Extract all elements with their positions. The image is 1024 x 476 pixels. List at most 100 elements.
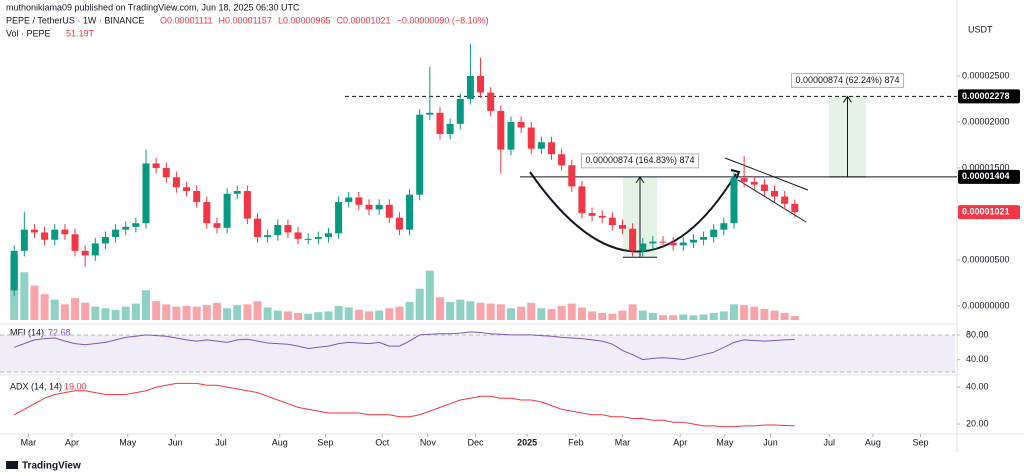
measure-arrowhead [843,95,852,103]
volume-bar [253,301,262,320]
candle-body [294,232,302,239]
candle-body [274,225,282,236]
author-line: muthonikiama09 published on TradingView.… [6,2,300,12]
candle-body [548,142,556,155]
x-tick-label: Aug [272,437,288,447]
volume-bar [324,311,333,320]
y-tick-label: 0.00000500 [962,254,1010,264]
candle-body [152,163,160,169]
volume-bar [790,315,799,320]
volume-bar [182,305,191,320]
ohlc-label: −0.00000090 (−8.10%) [397,15,489,25]
candle-body [335,202,343,234]
candle-body [426,112,434,115]
volume-bar [294,312,303,320]
candle-body [750,181,758,185]
candle-body [436,112,444,134]
volume-bar [476,302,485,320]
volume-bar [628,304,637,320]
candle-body [203,202,211,224]
y-tick-label: 40.00 [966,381,989,391]
candle-body [578,186,586,214]
candle-body [112,229,120,238]
volume-bar [304,313,313,320]
measure-label: 0.00000874 (164.83%) 874 [585,155,694,165]
candle-body [385,204,393,218]
candle-body [497,110,505,150]
candle-body [558,154,566,166]
y-tick-label: 0.00002500 [962,70,1010,80]
currency: USDT [968,24,993,34]
volume-bar [50,299,59,320]
price-label-box [958,205,1020,220]
candle-body [740,178,748,182]
volume-bar [415,288,424,320]
candle-body [183,187,191,192]
candle-body [51,229,59,240]
volume-bar [121,306,130,320]
price-label: 0.00001021 [962,206,1010,216]
volume-bar [425,270,434,320]
x-tick-label: Feb [568,437,584,447]
volume-bar [638,310,647,320]
candle-body [730,178,738,224]
x-tick-label: 2025 [517,437,537,447]
volume-bar [689,315,698,320]
volume-bar [334,305,343,320]
x-tick-label: Apr [673,437,687,447]
volume-bar [375,310,384,320]
price-label: 0.00002278 [962,91,1010,101]
candle-body [537,142,545,149]
candle-body [61,229,69,235]
candle-body [771,191,779,197]
volume-bar [172,306,181,320]
candle-body [355,197,363,205]
volume-bar [223,308,232,320]
volume-bar [466,301,475,320]
indicator-line [14,331,795,361]
candle-body [406,194,414,230]
volume-bar [517,306,526,320]
candle-body [618,225,626,229]
candle-body [233,191,241,194]
candle-body [487,92,495,111]
volume-bar [192,306,201,320]
volume-bar [314,312,323,320]
volume-bar [243,304,252,320]
volume-bar [60,304,69,320]
volume-bar [152,301,161,320]
candle-body [659,241,667,243]
x-tick-label: Jun [168,437,183,447]
candle-body [142,163,150,224]
volume-bar [740,305,749,320]
candle-body [71,234,79,251]
candle-body [466,76,474,100]
adx-value: 19.00 [64,381,87,391]
volume-bar [212,302,221,320]
volume-bar [405,301,414,320]
x-tick-label: Jul [824,437,836,447]
mfi-value: 72.68 [48,327,71,337]
x-tick-label: Dec [467,437,484,447]
volume-bar [699,314,708,320]
candle-body [91,243,99,256]
candle-body [254,218,262,238]
tradingview-logo: TradingView [6,461,81,472]
candle-body [324,233,332,238]
x-tick-label: May [119,437,137,447]
volume-bar [91,306,100,320]
candle-body [669,242,677,246]
volume-bar [669,315,678,320]
candle-body [81,250,89,256]
candle-body [41,232,49,240]
indicator-line [13,382,795,428]
candle-body [689,239,697,243]
volume-bar [344,307,353,320]
candle-body [416,114,424,195]
candle-body [649,241,657,244]
candle-body [700,237,708,240]
volume-bar [395,306,404,320]
x-tick-label: Jul [215,437,227,447]
volume-bar [101,308,110,320]
